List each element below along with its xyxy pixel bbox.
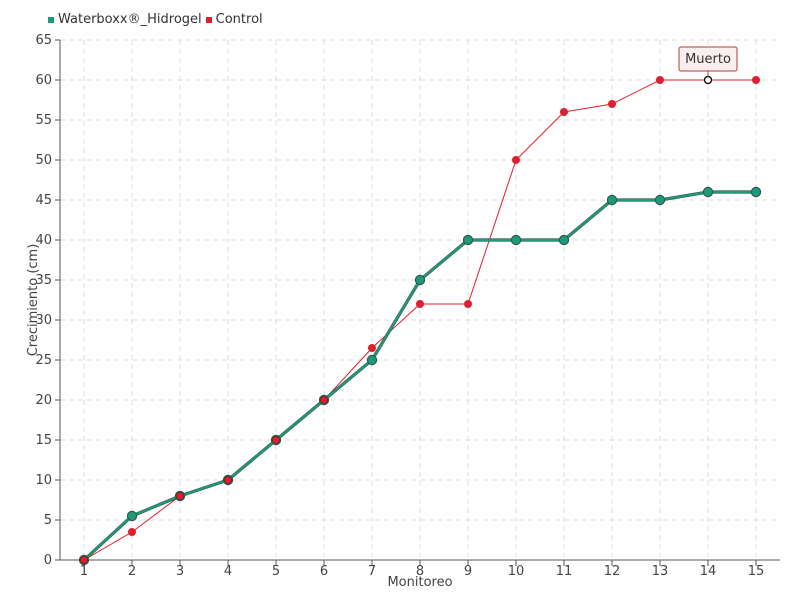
x-tick-label: 1 <box>80 564 88 579</box>
legend-swatch-waterboxx <box>48 16 54 23</box>
y-tick-label: 40 <box>35 233 52 248</box>
y-tick-label: 0 <box>44 553 52 568</box>
y-tick-label: 55 <box>35 113 52 128</box>
y-tick-label: 65 <box>35 33 52 48</box>
annotation-label: Muerto <box>685 52 731 67</box>
y-tick-label: 25 <box>35 353 52 368</box>
data-point-waterboxx <box>702 186 714 198</box>
y-tick-label: 35 <box>35 273 52 288</box>
y-axis-title: Crecimiento (cm) <box>26 244 41 357</box>
x-tick-label: 7 <box>368 564 376 579</box>
data-point-control <box>560 108 568 116</box>
data-point-waterboxx <box>366 354 378 366</box>
data-point-control <box>271 435 281 445</box>
legend-item-waterboxx[interactable]: Waterboxx®_Hidrogel <box>48 12 202 27</box>
y-tick-label: 20 <box>35 393 52 408</box>
legend-swatch-control <box>205 16 212 23</box>
y-tick-label: 60 <box>35 73 52 88</box>
x-tick-label: 2 <box>128 564 136 579</box>
legend-label-control: Control <box>215 12 263 27</box>
annotations: Muerto <box>678 46 738 85</box>
data-point-control <box>175 491 185 501</box>
y-tick-label: 15 <box>35 433 52 448</box>
data-point-waterboxx <box>558 234 570 246</box>
data-point-control <box>464 300 472 308</box>
legend-item-control[interactable]: Control <box>205 12 263 27</box>
x-tick-label: 11 <box>556 564 573 579</box>
data-point-waterboxx <box>126 510 138 522</box>
data-point-control <box>656 76 664 84</box>
y-tick-label: 5 <box>44 513 52 528</box>
data-point-control <box>752 76 760 84</box>
data-point-control <box>512 156 520 164</box>
x-tick-label: 4 <box>224 564 232 579</box>
x-tick-label: 9 <box>464 564 472 579</box>
x-tick-label: 12 <box>604 564 621 579</box>
legend: Waterboxx®_Hidrogel Control <box>48 12 267 27</box>
data-point-waterboxx <box>750 186 762 198</box>
x-tick-label: 6 <box>320 564 328 579</box>
data-point-control <box>319 395 329 405</box>
x-tick-label: 10 <box>508 564 525 579</box>
series <box>78 76 762 566</box>
data-point-waterboxx <box>510 234 522 246</box>
y-tick-label: 45 <box>35 193 52 208</box>
data-point-waterboxx <box>606 194 618 206</box>
data-point-waterboxx <box>462 234 474 246</box>
data-point-control <box>416 300 424 308</box>
x-tick-label: 5 <box>272 564 280 579</box>
data-point-control <box>608 100 616 108</box>
y-tick-label: 50 <box>35 153 52 168</box>
x-tick-label: 3 <box>176 564 184 579</box>
data-point-control <box>223 475 233 485</box>
y-tick-label: 10 <box>35 473 52 488</box>
data-point-waterboxx <box>654 194 666 206</box>
x-axis-title: Monitoreo <box>387 575 452 590</box>
data-point-control <box>79 555 89 565</box>
x-tick-label: 15 <box>748 564 765 579</box>
data-point-control <box>128 528 136 536</box>
data-point-waterboxx <box>414 274 426 286</box>
x-tick-label: 13 <box>652 564 669 579</box>
y-tick-label: 30 <box>35 313 52 328</box>
annotation-marker <box>703 75 713 85</box>
data-point-control <box>368 344 376 352</box>
legend-label-waterboxx: Waterboxx®_Hidrogel <box>58 12 202 27</box>
x-tick-label: 8 <box>416 564 424 579</box>
x-tick-label: 14 <box>700 564 717 579</box>
